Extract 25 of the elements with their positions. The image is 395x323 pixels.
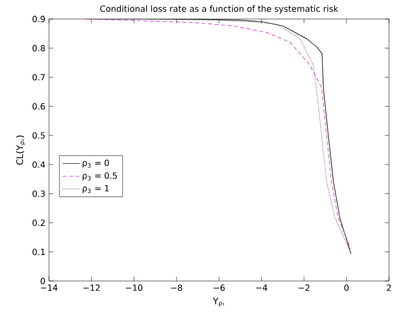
y-tick-label: 0.1: [32, 248, 45, 256]
x-tick-label: −4: [256, 284, 268, 291]
y-tick-label: 0.6: [32, 103, 45, 110]
legend-label: ρ$_{3}$ = 0.5: [82, 172, 117, 180]
y-tick-label: 0.2: [32, 220, 45, 226]
y-tick-label: 0: [40, 278, 45, 284]
legend-label: ρ$_{3}$ = 0: [82, 160, 109, 168]
y-tick-label: 0.8: [32, 44, 45, 52]
x-axis-title: Y$_{ρ₁}$: [212, 298, 224, 307]
legend-label: ρ$_{3}$ = 1: [82, 185, 109, 194]
y-axis-title: CL(Y$_{ρ₁}$): [16, 136, 26, 165]
x-tick-label: −6: [214, 284, 225, 291]
x-tick-label: 2: [386, 284, 391, 291]
y-tick-label: 0.9: [32, 16, 45, 22]
x-tick-label: 0: [344, 284, 349, 291]
y-tick-label: 0.7: [32, 74, 45, 80]
y-tick-label: 0.4: [32, 161, 45, 168]
y-tick-label: 0.5: [32, 132, 45, 139]
x-tick-label: −8: [171, 284, 182, 291]
x-tick-label: −2: [298, 284, 310, 291]
y-tick-label: 0.3: [32, 190, 45, 197]
x-tick-label: −10: [126, 284, 142, 291]
x-tick-label: −12: [83, 284, 100, 291]
chart-title: Conditional loss rate as a function of the systematic risk: [100, 5, 338, 14]
x-tick-label: −14: [40, 284, 58, 291]
